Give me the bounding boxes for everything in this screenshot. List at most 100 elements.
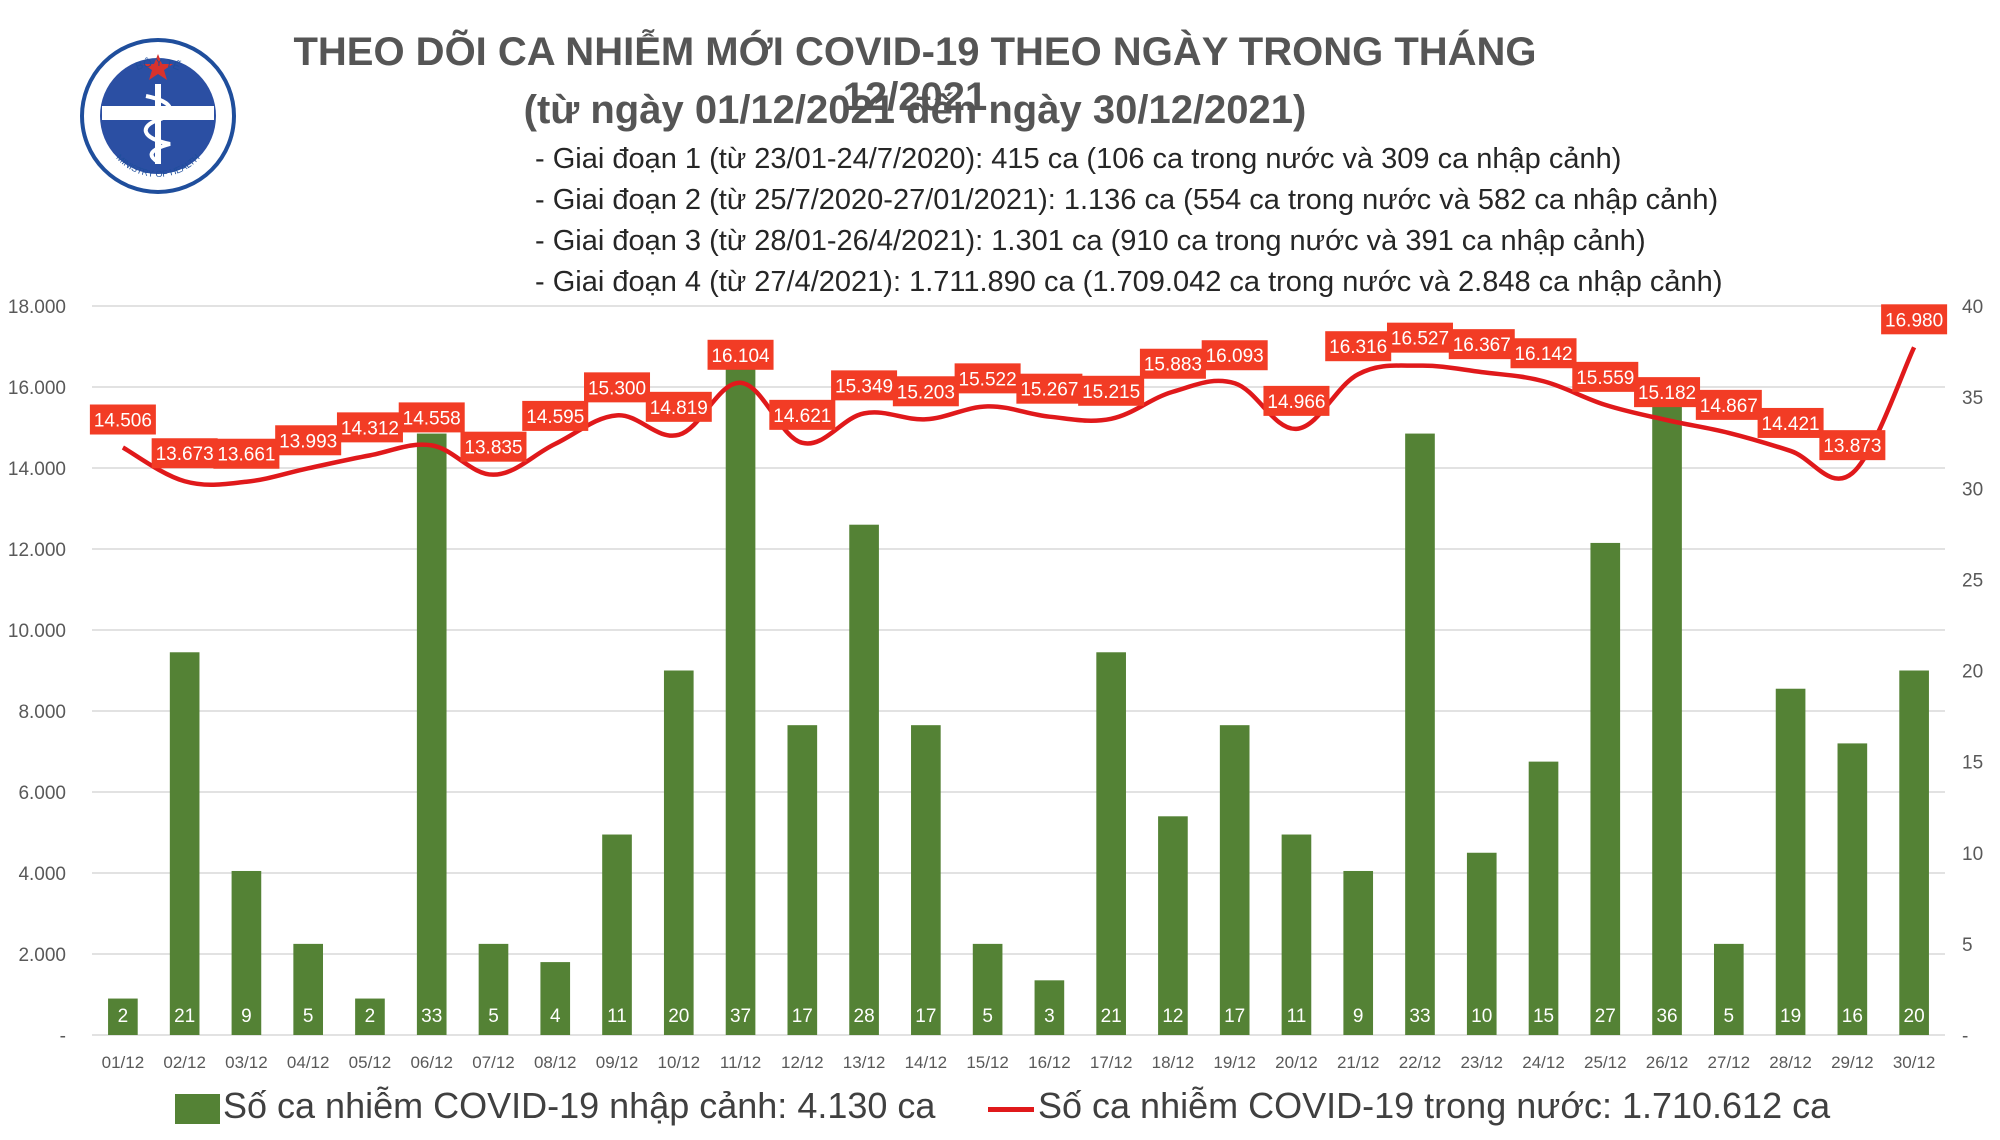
line-data-label: 14.558 bbox=[403, 408, 461, 429]
bar bbox=[1034, 980, 1065, 1035]
bar bbox=[911, 725, 941, 1035]
x-axis-tick-label: 27/12 bbox=[1708, 1053, 1751, 1072]
line-data-label-box bbox=[584, 372, 651, 403]
bar-data-label: 5 bbox=[488, 1006, 499, 1027]
bar-data-label: 20 bbox=[668, 1006, 689, 1027]
line-data-label: 14.595 bbox=[526, 407, 584, 428]
x-axis-tick-label: 20/12 bbox=[1275, 1053, 1318, 1072]
chart-subtitle: (từ ngày 01/12/2021 đến ngày 30/12/2021) bbox=[523, 88, 1307, 132]
line-data-label-box bbox=[1881, 304, 1948, 335]
bar-data-label: 33 bbox=[421, 1006, 442, 1027]
bar-data-label: 37 bbox=[730, 1006, 751, 1027]
line-data-label: 15.267 bbox=[1020, 380, 1078, 401]
bar bbox=[231, 870, 262, 1035]
left-axis-tick-label: 2.000 bbox=[18, 945, 66, 966]
bar bbox=[293, 943, 324, 1035]
line-data-label-box bbox=[89, 404, 156, 435]
x-axis-tick-label: 04/12 bbox=[287, 1053, 330, 1072]
bar-data-label: 27 bbox=[1595, 1006, 1616, 1027]
right-axis-tick-label: 10 bbox=[1962, 844, 1983, 865]
line-data-label-box bbox=[1510, 338, 1577, 369]
x-axis-tick-label: 15/12 bbox=[966, 1053, 1009, 1072]
line-data-label: 15.182 bbox=[1638, 383, 1696, 404]
bar-data-label: 5 bbox=[982, 1006, 993, 1027]
bar bbox=[1343, 870, 1374, 1035]
legend-line-swatch bbox=[988, 1107, 1034, 1112]
line-data-label: 15.559 bbox=[1576, 368, 1634, 389]
bar-data-label: 17 bbox=[792, 1006, 813, 1027]
left-axis-tick-label: 18.000 bbox=[8, 297, 66, 318]
x-axis-tick-label: 09/12 bbox=[596, 1053, 639, 1072]
x-axis-tick-label: 07/12 bbox=[472, 1053, 515, 1072]
right-axis-tick-label: 35 bbox=[1962, 388, 1983, 409]
line-data-label-box bbox=[1263, 385, 1330, 416]
bar-data-label: 12 bbox=[1162, 1006, 1183, 1027]
bar-data-label: 17 bbox=[1224, 1006, 1245, 1027]
line-data-label-box bbox=[151, 438, 218, 469]
left-axis-tick-label: 6.000 bbox=[18, 783, 66, 804]
line-data-label-box bbox=[275, 425, 342, 456]
line-data-label-box bbox=[1819, 430, 1886, 461]
x-axis-tick-label: 03/12 bbox=[225, 1053, 268, 1072]
right-axis-tick-label: 40 bbox=[1962, 297, 1983, 318]
x-axis-tick-label: 05/12 bbox=[349, 1053, 392, 1072]
line-data-label-box bbox=[1078, 375, 1145, 406]
line-data-label-box bbox=[645, 391, 712, 422]
bar-data-label: 9 bbox=[241, 1006, 252, 1027]
bar bbox=[416, 433, 447, 1035]
bar bbox=[663, 670, 694, 1035]
phase-note-1: - Giai đoạn 1 (từ 23/01-24/7/2020): 415 … bbox=[535, 143, 1622, 175]
bar bbox=[787, 725, 818, 1035]
line-data-label: 14.312 bbox=[341, 418, 399, 439]
bar bbox=[108, 998, 138, 1035]
line-data-label: 16.142 bbox=[1514, 344, 1572, 365]
line-data-label: 15.215 bbox=[1082, 382, 1140, 403]
line-data-label: 16.367 bbox=[1453, 335, 1511, 356]
bar bbox=[1899, 670, 1929, 1035]
line-data-label-box bbox=[831, 370, 898, 401]
x-axis-tick-label: 29/12 bbox=[1831, 1053, 1874, 1072]
line-data-label: 16.980 bbox=[1885, 310, 1943, 331]
bar-data-label: 2 bbox=[118, 1006, 129, 1027]
bar bbox=[1466, 852, 1497, 1035]
x-axis-tick-label: 01/12 bbox=[102, 1053, 145, 1072]
line-data-label-box bbox=[1016, 373, 1083, 404]
line-data-label: 14.506 bbox=[94, 411, 152, 432]
bar bbox=[1837, 743, 1868, 1035]
bar bbox=[540, 962, 571, 1035]
bar-data-label: 2 bbox=[365, 1006, 376, 1027]
bar-data-label: 11 bbox=[607, 1006, 627, 1027]
line-data-label-box bbox=[460, 431, 527, 462]
line-data-label-box bbox=[398, 402, 465, 433]
right-axis-tick-label: 15 bbox=[1962, 753, 1983, 774]
right-axis-tick-label: 20 bbox=[1962, 662, 1983, 683]
line-data-label: 14.421 bbox=[1762, 414, 1820, 435]
x-axis-tick-label: 30/12 bbox=[1893, 1053, 1936, 1072]
bar bbox=[972, 943, 1003, 1035]
left-axis-tick-label: - bbox=[60, 1026, 66, 1047]
bar-data-label: 4 bbox=[550, 1006, 561, 1027]
x-axis-tick-label: 10/12 bbox=[658, 1053, 701, 1072]
bar bbox=[849, 524, 879, 1035]
left-axis-tick-label: 8.000 bbox=[18, 702, 66, 723]
line-data-label-box bbox=[1201, 340, 1268, 371]
x-axis-tick-label: 17/12 bbox=[1090, 1053, 1133, 1072]
x-axis-tick-label: 24/12 bbox=[1522, 1053, 1565, 1072]
bar-data-label: 36 bbox=[1656, 1006, 1677, 1027]
line-data-label-box bbox=[1139, 348, 1206, 379]
left-axis-tick-label: 12.000 bbox=[8, 540, 66, 561]
x-axis-tick-label: 28/12 bbox=[1769, 1053, 1812, 1072]
left-axis-tick-label: 10.000 bbox=[8, 621, 66, 642]
bar-data-label: 5 bbox=[303, 1006, 314, 1027]
bar bbox=[169, 652, 200, 1035]
bar bbox=[1096, 652, 1126, 1035]
bar bbox=[1528, 761, 1559, 1035]
logo-top-text: BỘ Y TẾ bbox=[134, 56, 182, 73]
svg-text:BỘ Y TẾ: BỘ Y TẾ bbox=[134, 56, 182, 73]
line-data-label: 14.867 bbox=[1700, 396, 1758, 417]
bar-data-label: 9 bbox=[1353, 1006, 1364, 1027]
line-data-label: 15.300 bbox=[588, 378, 646, 399]
line-data-label-box bbox=[522, 400, 589, 431]
bar-data-label: 20 bbox=[1904, 1006, 1925, 1027]
chart-title: THEO DÕI CA NHIỄM MỚI COVID-19 THEO NGÀY… bbox=[293, 30, 1537, 119]
